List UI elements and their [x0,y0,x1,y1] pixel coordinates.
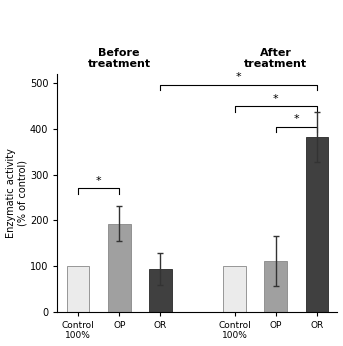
Bar [223,266,246,312]
Text: Before
treatment: Before treatment [88,48,151,69]
Text: *: * [294,114,299,124]
Bar [67,266,90,312]
Bar [306,137,328,312]
Text: *: * [273,94,279,104]
Text: *: * [96,176,102,186]
Bar [264,261,287,312]
Text: *: * [236,72,241,82]
Y-axis label: Enzymatic activity
(% of control): Enzymatic activity (% of control) [5,148,27,238]
Bar [108,224,131,312]
Text: After
treatment: After treatment [244,48,307,69]
Bar [149,268,172,312]
